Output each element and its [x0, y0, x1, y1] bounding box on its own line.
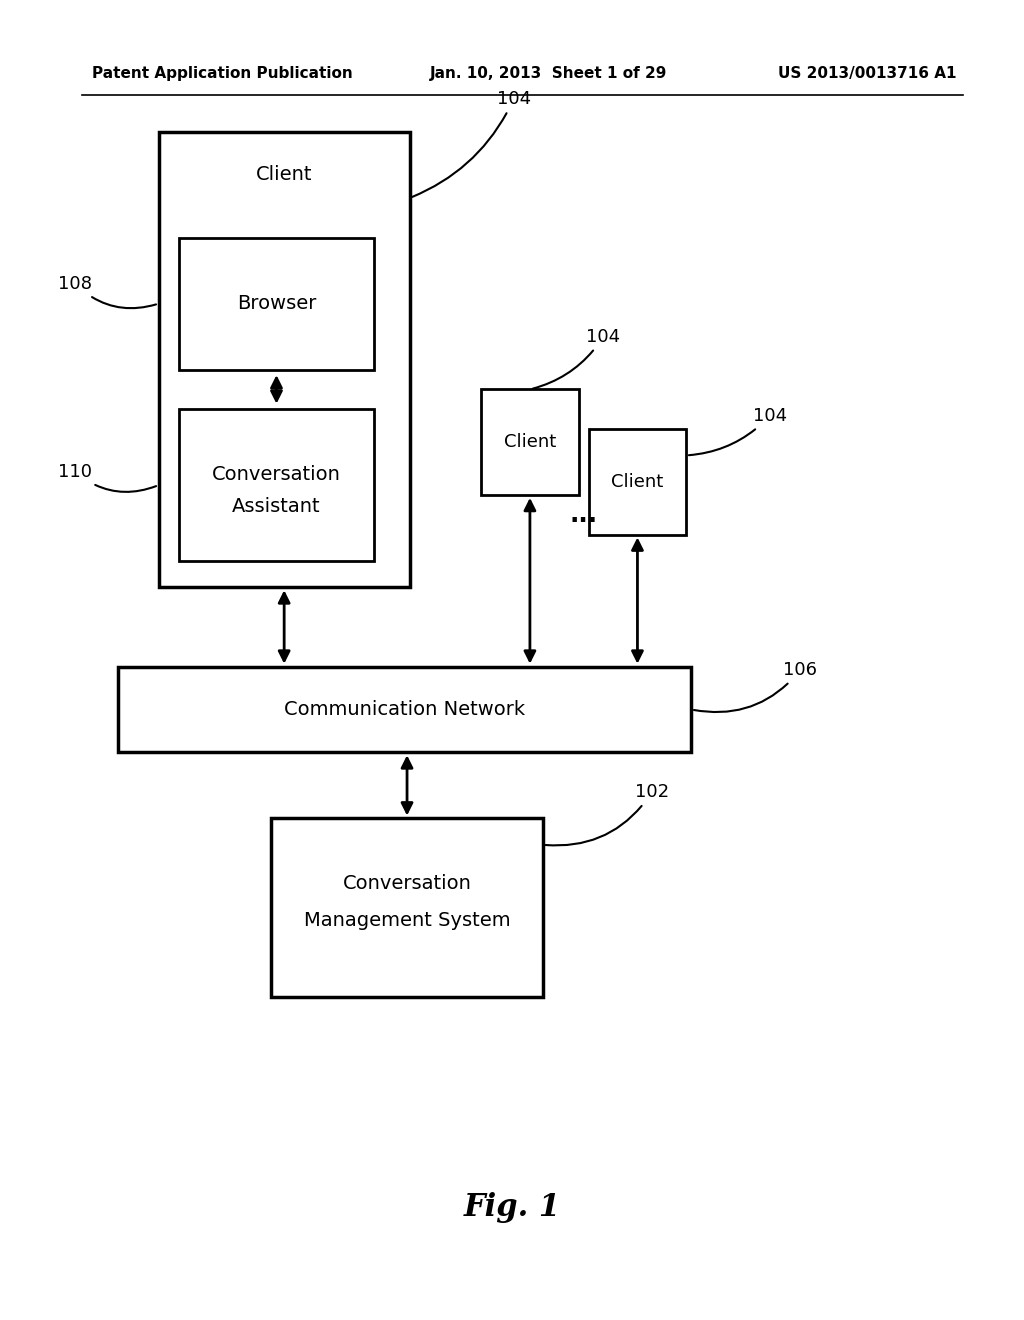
Text: Jan. 10, 2013  Sheet 1 of 29: Jan. 10, 2013 Sheet 1 of 29: [430, 66, 668, 82]
Text: Communication Network: Communication Network: [284, 700, 525, 719]
Text: Browser: Browser: [237, 294, 316, 313]
FancyBboxPatch shape: [159, 132, 410, 587]
Text: ...: ...: [569, 503, 598, 527]
Text: Client: Client: [611, 473, 664, 491]
FancyBboxPatch shape: [271, 818, 543, 997]
Text: 108: 108: [58, 275, 156, 308]
FancyBboxPatch shape: [589, 429, 686, 535]
FancyBboxPatch shape: [179, 409, 374, 561]
FancyBboxPatch shape: [118, 667, 691, 752]
Text: Conversation: Conversation: [343, 874, 471, 894]
Text: 104: 104: [413, 90, 530, 197]
Text: Client: Client: [256, 165, 312, 183]
Text: Fig. 1: Fig. 1: [464, 1192, 560, 1224]
Text: 106: 106: [694, 661, 817, 711]
Text: Patent Application Publication: Patent Application Publication: [92, 66, 353, 82]
FancyBboxPatch shape: [481, 389, 579, 495]
Text: 110: 110: [58, 463, 156, 492]
Text: Conversation: Conversation: [212, 465, 341, 484]
Text: US 2013/0013716 A1: US 2013/0013716 A1: [778, 66, 956, 82]
FancyBboxPatch shape: [179, 238, 374, 370]
Text: Management System: Management System: [304, 911, 510, 931]
Text: 104: 104: [689, 407, 786, 455]
Text: 102: 102: [546, 783, 669, 845]
Text: Client: Client: [504, 433, 556, 451]
Text: 104: 104: [532, 327, 621, 388]
Text: Assistant: Assistant: [232, 496, 321, 516]
